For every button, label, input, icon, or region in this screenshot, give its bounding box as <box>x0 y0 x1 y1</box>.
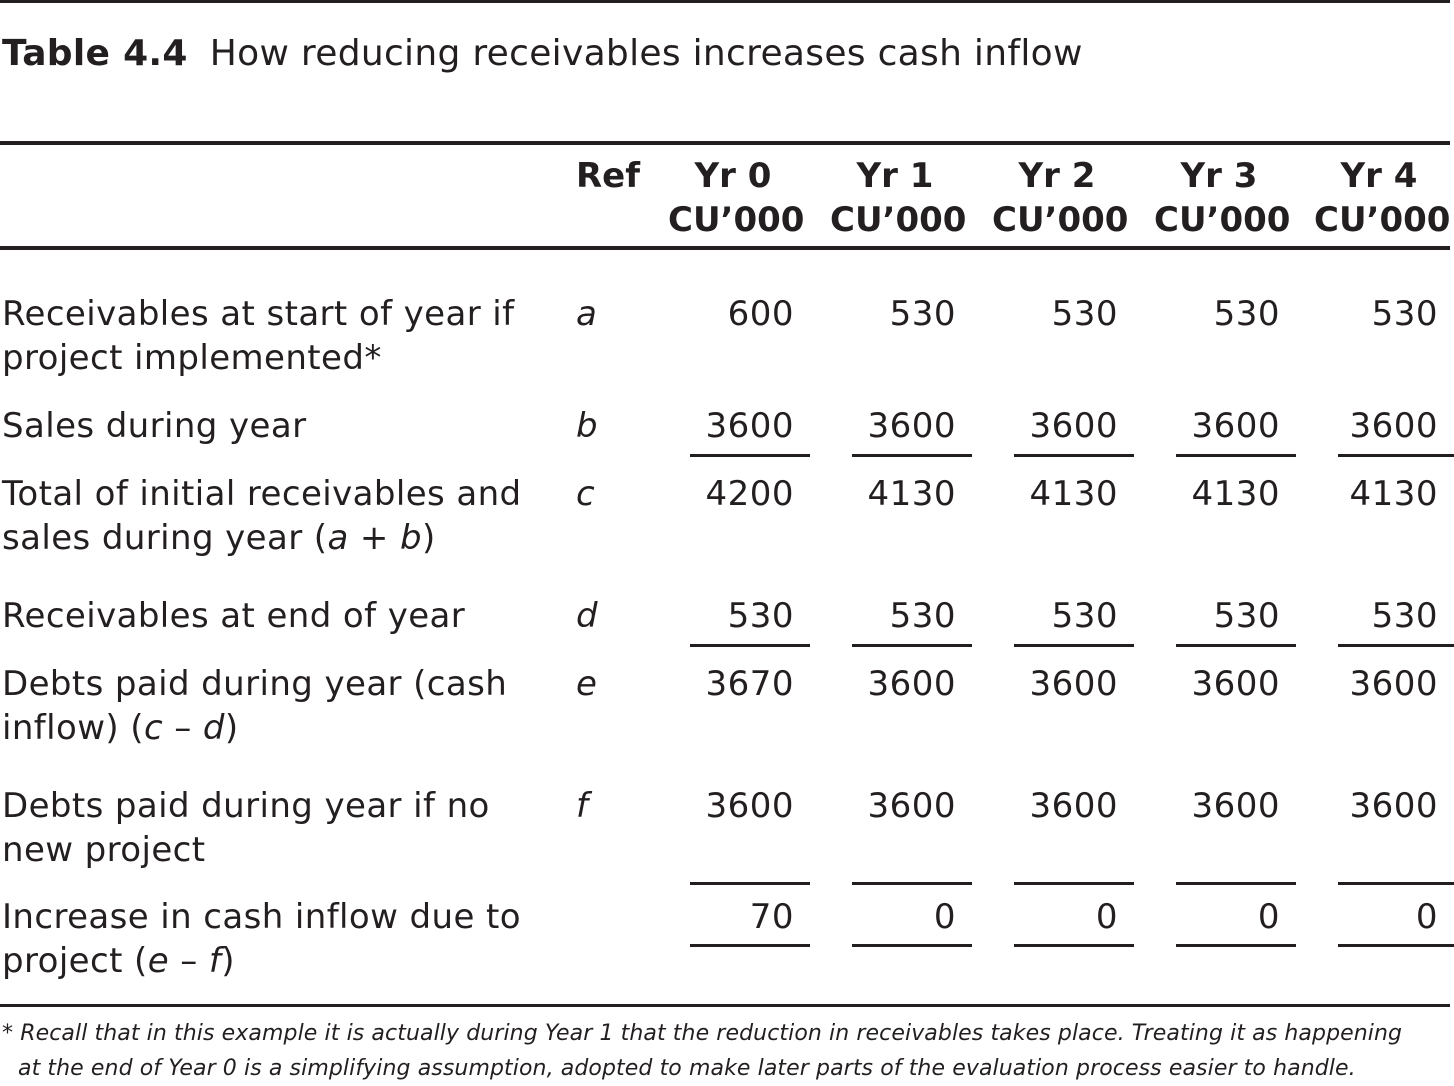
subtotal-rule-d-yr0 <box>690 644 810 647</box>
cell-total-yr0: 70 <box>749 897 794 937</box>
header-yr4: Yr 4 CU’000 <box>1314 156 1451 240</box>
cell-e-yr0: 3670 <box>705 664 794 704</box>
subtotal-rule-d-yr2 <box>1014 644 1134 647</box>
cell-c-yr3: 4130 <box>1191 474 1280 514</box>
cell-e-yr2: 3600 <box>1029 664 1118 704</box>
subtotal-rule-b-yr2 <box>1014 454 1134 457</box>
table-bottom-rule <box>0 1004 1450 1007</box>
total-rule-yr2 <box>1014 944 1134 947</box>
total-rule-yr0 <box>690 944 810 947</box>
cell-d-yr1: 530 <box>889 596 956 636</box>
cell-c-yr0: 4200 <box>705 474 794 514</box>
total-rule-yr4 <box>1338 944 1454 947</box>
subtotal-rule-b-yr4 <box>1338 454 1454 457</box>
header-top-rule <box>0 141 1450 145</box>
total-rule-yr1 <box>852 944 972 947</box>
subtotal-rule-b-yr3 <box>1176 454 1296 457</box>
header-yr0: Yr 0 CU’000 <box>668 156 805 240</box>
table-number: Table 4.4 <box>2 33 188 74</box>
header-yr3: Yr 3 CU’000 <box>1154 156 1291 240</box>
cell-e-yr4: 3600 <box>1349 664 1438 704</box>
cell-b-yr3: 3600 <box>1191 406 1280 446</box>
cell-total-yr4: 0 <box>1415 897 1438 937</box>
cell-a-yr4: 530 <box>1371 294 1438 334</box>
cell-f-yr0: 3600 <box>705 786 794 826</box>
row-label-d: Receivables at end of year <box>2 596 466 636</box>
cell-b-yr2: 3600 <box>1029 406 1118 446</box>
subtotal-rule-b-yr0 <box>690 454 810 457</box>
cell-total-yr1: 0 <box>933 897 956 937</box>
row-label-b: Sales during year <box>2 406 307 446</box>
row-label-f: Debts paid during year if no new project <box>2 786 490 870</box>
header-bottom-rule <box>0 246 1450 250</box>
row-label-total: Increase in cash inflow due to project (… <box>2 897 521 981</box>
cell-b-yr4: 3600 <box>1349 406 1438 446</box>
cell-d-yr3: 530 <box>1213 596 1280 636</box>
header-yr1: Yr 1 CU’000 <box>830 156 967 240</box>
header-yr2: Yr 2 CU’000 <box>992 156 1129 240</box>
row-ref-e: e <box>576 664 597 704</box>
table-caption: Table 4.4 How reducing receivables increa… <box>2 33 1083 74</box>
table-title: How reducing receivables increases cash … <box>209 33 1083 74</box>
cell-a-yr1: 530 <box>889 294 956 334</box>
cell-c-yr4: 4130 <box>1349 474 1438 514</box>
cell-f-yr4: 3600 <box>1349 786 1438 826</box>
row-ref-f: f <box>576 786 588 826</box>
cell-e-yr1: 3600 <box>867 664 956 704</box>
cell-b-yr0: 3600 <box>705 406 794 446</box>
subtotal-rule-d-yr3 <box>1176 644 1296 647</box>
row-ref-c: c <box>576 474 595 514</box>
cell-f-yr2: 3600 <box>1029 786 1118 826</box>
subtotal-rule-f-yr3 <box>1176 882 1296 885</box>
cell-f-yr3: 3600 <box>1191 786 1280 826</box>
cell-a-yr3: 530 <box>1213 294 1280 334</box>
row-ref-d: d <box>576 596 598 636</box>
header-ref: Ref <box>576 156 641 196</box>
footnote-line-1: * Recall that in this example it is actu… <box>2 1021 1403 1046</box>
cell-d-yr0: 530 <box>727 596 794 636</box>
row-label-c: Total of initial receivables and sales d… <box>2 474 522 558</box>
cell-d-yr4: 530 <box>1371 596 1438 636</box>
cell-c-yr2: 4130 <box>1029 474 1118 514</box>
subtotal-rule-f-yr0 <box>690 882 810 885</box>
cell-e-yr3: 3600 <box>1191 664 1280 704</box>
subtotal-rule-f-yr4 <box>1338 882 1454 885</box>
cell-b-yr1: 3600 <box>867 406 956 446</box>
row-label-e: Debts paid during year (cash inflow) (c … <box>2 664 508 748</box>
row-label-a: Receivables at start of year if project i… <box>2 294 515 378</box>
subtotal-rule-d-yr1 <box>852 644 972 647</box>
subtotal-rule-d-yr4 <box>1338 644 1454 647</box>
cell-f-yr1: 3600 <box>867 786 956 826</box>
cell-total-yr2: 0 <box>1095 897 1118 937</box>
top-rule <box>0 0 1450 3</box>
cell-d-yr2: 530 <box>1051 596 1118 636</box>
cell-a-yr2: 530 <box>1051 294 1118 334</box>
subtotal-rule-f-yr2 <box>1014 882 1134 885</box>
cell-a-yr0: 600 <box>727 294 794 334</box>
subtotal-rule-b-yr1 <box>852 454 972 457</box>
row-ref-a: a <box>576 294 597 334</box>
total-rule-yr3 <box>1176 944 1296 947</box>
cell-c-yr1: 4130 <box>867 474 956 514</box>
footnote-line-2: at the end of Year 0 is a simplifying as… <box>18 1056 1356 1081</box>
cell-total-yr3: 0 <box>1257 897 1280 937</box>
subtotal-rule-f-yr1 <box>852 882 972 885</box>
row-ref-b: b <box>576 406 598 446</box>
